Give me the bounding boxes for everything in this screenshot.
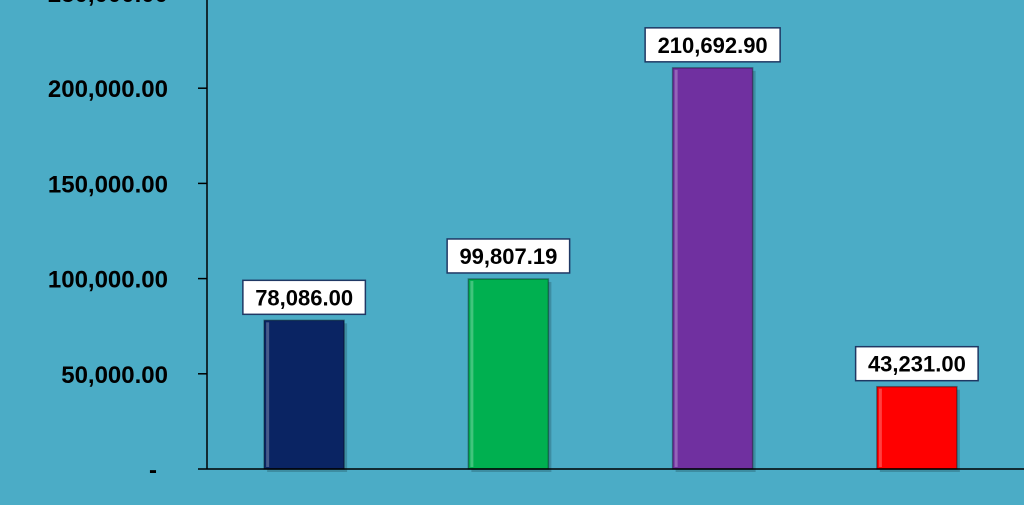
bars bbox=[263, 67, 960, 472]
bar bbox=[263, 319, 345, 470]
y-tick-label: 250,000.00 bbox=[48, 0, 168, 8]
y-tick-label: 200,000.00 bbox=[48, 76, 168, 103]
data-label: 99,807.19 bbox=[459, 244, 557, 269]
bar bbox=[671, 67, 754, 470]
data-label-box bbox=[644, 27, 781, 63]
data-label-box bbox=[446, 238, 571, 274]
bar-highlight bbox=[266, 322, 270, 467]
y-tick-label: 50,000.00 bbox=[61, 362, 168, 389]
bar-highlight bbox=[674, 69, 678, 467]
bar bbox=[876, 385, 958, 470]
data-label: 210,692.90 bbox=[658, 33, 768, 58]
bar bbox=[467, 278, 550, 470]
bar-highlight bbox=[470, 280, 474, 467]
y-tick-label: 150,000.00 bbox=[48, 171, 168, 198]
data-label-box bbox=[854, 345, 979, 382]
y-tick-label: - bbox=[149, 457, 157, 484]
data-label: 78,086.00 bbox=[255, 285, 353, 310]
data-labels: 78,086.00 99,807.19 210,692.90 43,231.00 bbox=[242, 27, 979, 382]
y-tick-label: 100,000.00 bbox=[48, 267, 168, 294]
data-label: 43,231.00 bbox=[868, 352, 966, 377]
data-label-box bbox=[242, 279, 367, 316]
y-axis: - 50,000.00 100,000.00 150,000.00 200,000.00… bbox=[48, 0, 208, 484]
bar-highlight bbox=[878, 388, 882, 467]
